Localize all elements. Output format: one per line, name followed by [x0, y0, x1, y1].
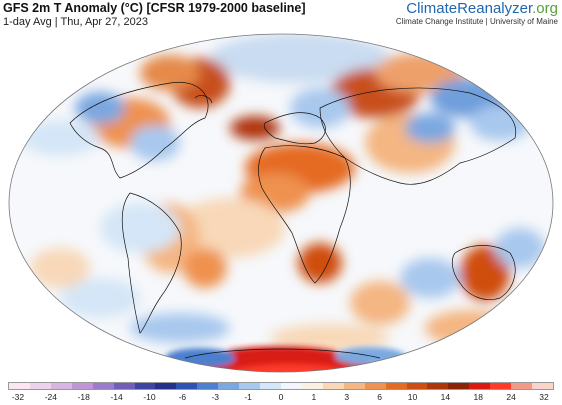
colorbar-tick-label: 0 [278, 392, 284, 402]
colorbar-segment [260, 383, 281, 389]
colorbar-segment [280, 383, 302, 389]
colorbar-ticks: -32 -24 -18 -14 -10 -6 -3 -1 0 1 3 6 10 14 18 24 32 [8, 392, 554, 404]
colorbar-tick-label: -1 [244, 392, 252, 402]
colorbar-segment [385, 383, 407, 389]
colorbar-segment [71, 383, 93, 389]
world-map [0, 28, 562, 378]
anomaly-map-svg [8, 33, 554, 373]
brand-subtitle: Climate Change Institute | University of… [395, 17, 558, 26]
colorbar-segment [239, 383, 261, 389]
anomaly-field [20, 34, 545, 352]
colorbar-segment [176, 383, 198, 389]
colorbar-segment [9, 383, 30, 389]
colorbar-segment [364, 383, 386, 389]
coastlines [69, 81, 517, 359]
colorbar-segment [322, 383, 344, 389]
brand-name-tld: .org [532, 0, 558, 17]
antarctica-anomaly [165, 346, 405, 372]
colorbar-segment [218, 383, 240, 389]
colorbar-segment [92, 383, 114, 389]
colorbar-tick-label: 32 [539, 392, 549, 402]
brand-logo[interactable]: ClimateReanalyzer.org Climate Change Ins… [396, 0, 558, 27]
colorbar-tick-label: 14 [440, 392, 451, 402]
colorbar-segment [511, 383, 533, 389]
colorbar-segment [29, 383, 51, 389]
colorbar-tick-label: -6 [178, 392, 187, 402]
colorbar-tick-label: 1 [311, 392, 317, 402]
colorbar-tick-label: 3 [344, 392, 350, 402]
colorbar-segment [448, 383, 470, 389]
colorbar-segment [197, 383, 219, 389]
colorbar-segment [301, 383, 323, 389]
colorbar-segment [469, 383, 491, 389]
colorbar-tick-label: 10 [407, 392, 418, 402]
colorbar-tick-label: 18 [473, 392, 483, 402]
colorbar-tick-label: -3 [211, 392, 220, 402]
colorbar-segment [113, 383, 135, 389]
colorbar-tick-label: -24 [44, 392, 58, 402]
colorbar-tick-label: -14 [110, 392, 123, 402]
colorbar-tick-label: 6 [377, 392, 382, 402]
brand-name: ClimateReanalyzer.org [396, 0, 558, 17]
colorbar-segment [406, 383, 428, 389]
map-subtitle: 1-day Avg | Thu, Apr 27, 2023 [3, 16, 148, 28]
colorbar-tick-label: 24 [506, 392, 516, 402]
map-title: GFS 2m T Anomaly (°C) [CFSR 1979-2000 ba… [3, 1, 306, 15]
colorbar-segment [427, 383, 449, 389]
colorbar-segment [155, 383, 177, 389]
colorbar-segment [343, 383, 365, 389]
colorbar-segment [134, 383, 156, 389]
colorbar-segment [532, 383, 553, 389]
globe-outline [8, 33, 554, 373]
colorbar-tick-label: -32 [11, 392, 25, 402]
colorbar-tick-label: -18 [77, 392, 90, 402]
colorbar-tick-label: -10 [143, 392, 156, 402]
colorbar-segment [490, 383, 512, 389]
brand-name-main: ClimateReanalyzer [406, 0, 533, 17]
colorbar-segment [50, 383, 72, 389]
colorbar [8, 382, 554, 390]
